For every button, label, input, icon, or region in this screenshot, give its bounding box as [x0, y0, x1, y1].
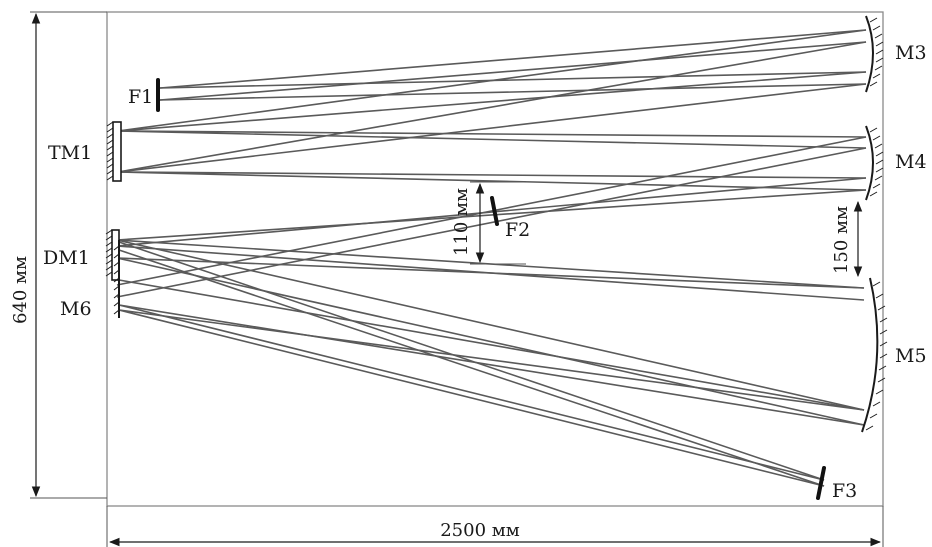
m4-m5-gap-dimension: 150 мм: [831, 200, 863, 278]
dm1-label: DM1: [43, 247, 90, 269]
f2-focal-plane: [490, 196, 499, 226]
f3-focal-plane: [816, 466, 826, 500]
m3-mirror: [865, 15, 884, 93]
m4-label: M4: [895, 151, 927, 173]
width-dimension: 2500 мм: [106, 506, 884, 547]
m4-m5-gap-dimension-label: 150 мм: [831, 206, 852, 274]
height-dimension-label: 640 мм: [10, 256, 31, 324]
m5-mirror: [861, 277, 888, 433]
f3-label: F3: [832, 480, 857, 502]
tm1-mirror: [106, 121, 122, 182]
width-dimension-label: 2500 мм: [440, 520, 520, 541]
tm1-label: TM1: [48, 142, 92, 164]
f2-label: F2: [505, 219, 530, 241]
m5-label: M5: [895, 345, 927, 367]
m6-label: M6: [60, 298, 92, 320]
layout-frame: [106, 11, 884, 507]
ray-bundle: [116, 29, 867, 487]
m6-mirror: [113, 240, 120, 318]
f2-gap-dimension: 110 мм: [451, 181, 526, 265]
m4-mirror: [865, 125, 884, 201]
f1-label: F1: [128, 86, 153, 108]
height-dimension: 640 мм: [10, 11, 107, 499]
m3-label: M3: [895, 42, 927, 64]
f2-gap-dimension-label: 110 мм: [451, 188, 472, 256]
